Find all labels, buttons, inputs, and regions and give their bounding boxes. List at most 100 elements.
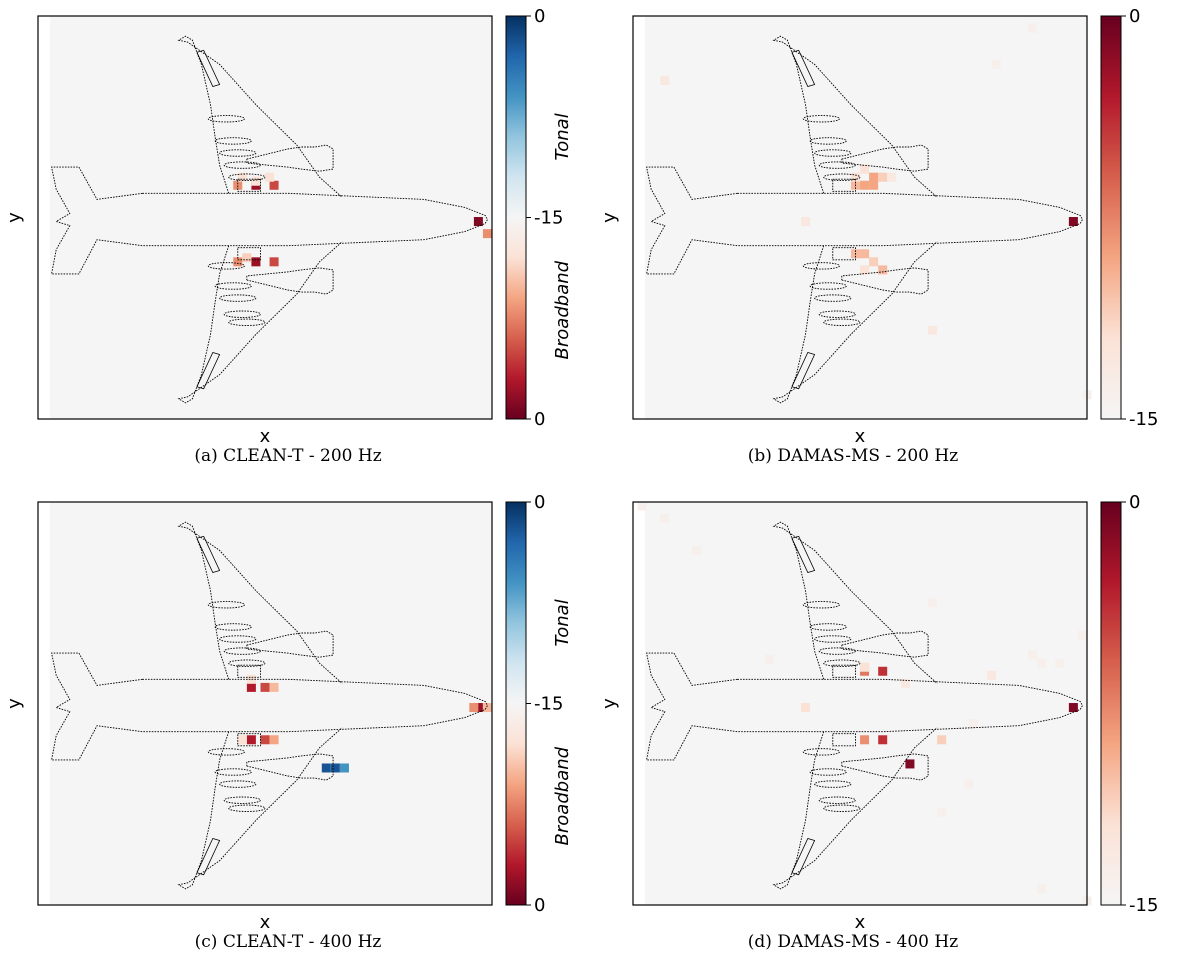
map-background [50,502,492,905]
aircraft-upper-flap-outline [791,49,816,87]
broadband-source-cell [987,670,997,680]
broadband-source-cell [878,265,888,275]
broadband-source-cell [269,180,279,190]
broadband-source-cell [1028,650,1038,660]
broadband-source-cell [887,172,897,182]
broadband-source-cell [869,180,879,190]
broadband-source-cell [1077,630,1087,640]
heatmap-panel-1: x y (a) CLEAN-T - 200 Hz 0 -15 0 Tonal Broadban… [4,6,573,466]
aircraft-flap-fairing-outline [802,115,841,123]
aircraft-landing-gear-outline [237,664,261,678]
panel-caption: (a) CLEAN-T - 200 Hz [194,446,381,466]
aircraft-flap-fairing-outline [228,659,266,667]
broadband-source-cell [237,735,247,745]
broadband-source-cell [260,682,270,692]
aircraft-flap-fairing-outline [228,804,266,812]
colorbar-tick-label: -15 [1129,409,1158,430]
aircraft-flap-fairing-outline [802,748,841,756]
aircraft-flap-fairing-outline [818,647,856,655]
colorbar-lower-label: Broadband [552,746,573,845]
broadband-source-cell [1028,23,1038,33]
aircraft-flap-fairing-outline [223,310,261,318]
broadband-source-cell [860,265,870,275]
aircraft-flap-fairing-outline [809,282,847,290]
aircraft-flap-fairing-outline [823,173,861,181]
aircraft-lower-flap-outline [791,838,816,876]
tonal-source-cell [339,763,349,773]
aircraft-flap-fairing-outline [814,635,852,643]
broadband-source-cell [801,703,811,713]
broadband-source-cell [860,180,870,190]
map-background [50,16,492,419]
broadband-source-cell [878,666,888,676]
broadband-source-cell [937,735,947,745]
broadband-source-cell [1037,884,1047,894]
broadband-source-cell [473,703,483,713]
broadband-source-cell [269,735,279,745]
broadband-source-cell [991,59,1001,69]
aircraft-flap-fairing-outline [219,780,257,788]
tonal-source-cell [330,763,340,773]
broadband-source-cell [878,735,888,745]
aircraft-flap-fairing-outline [823,659,861,667]
broadband-source-cell [1068,703,1078,713]
heatmap-panel-3: x y (c) CLEAN-T - 400 Hz 0 -15 0 Tonal Broadban… [4,492,573,952]
panel-caption: (b) DAMAS-MS - 200 Hz [748,446,958,466]
aircraft-flap-fairing-outline [228,318,266,326]
broadband-source-cell [269,257,279,267]
aircraft-flap-fairing-outline [207,115,246,123]
broadband-source-cell [801,217,811,227]
broadband-source-cell [1068,217,1078,227]
aircraft-flap-fairing-outline [802,601,841,609]
aircraft-fuselage-outline [646,652,1084,761]
aircraft-flap-fairing-outline [207,748,246,756]
plot-frame [632,15,1088,420]
aircraft-lower-flap-outline [196,352,221,390]
colorbar [505,501,527,906]
aircraft-lower-engine-outline [246,267,334,295]
x-axis-label: x [855,912,866,933]
broadband-source-cell [637,501,647,511]
broadband-source-cell [269,682,279,692]
aircraft-flap-fairing-outline [823,804,861,812]
aircraft-flap-fairing-outline [223,647,261,655]
colorbar [1100,15,1122,420]
colorbar-tick-label: -15 [534,694,563,715]
aircraft-flap-fairing-outline [809,768,847,776]
colorbar-upper-label: Tonal [552,599,573,646]
y-axis-label: y [4,698,25,709]
aircraft-fuselage-outline [51,652,489,761]
broadband-source-cell [473,217,483,227]
broadband-source-cell [246,674,256,684]
colorbar [1100,501,1122,906]
colorbar-lower-label: Broadband [552,260,573,359]
aircraft-flap-fairing-outline [814,294,852,302]
y-axis-label: y [4,212,25,223]
aircraft-flap-fairing-outline [228,173,266,181]
broadband-source-cell [860,164,870,174]
aircraft-flap-fairing-outline [219,635,257,643]
colorbar-tick-label: 0 [1129,492,1140,513]
aircraft-flap-fairing-outline [814,149,852,157]
broadband-source-cell [469,703,479,713]
aircraft-fuselage-outline [646,166,1084,275]
broadband-source-cell [233,180,243,190]
broadband-source-cell [242,253,252,263]
aircraft-flap-fairing-outline [207,262,246,270]
aircraft-flap-fairing-outline [823,318,861,326]
aircraft-flap-fairing-outline [818,310,856,318]
x-axis-label: x [855,426,866,447]
aircraft-landing-gear-outline [832,733,856,747]
aircraft-upper-flap-outline [196,535,221,573]
aircraft-lower-engine-outline [246,753,334,781]
colorbar-tick-label: 0 [534,492,545,513]
aircraft-flap-fairing-outline [802,262,841,270]
aircraft-flap-fairing-outline [219,294,257,302]
map-background [645,16,1087,419]
broadband-source-cell [869,257,879,267]
colorbar-tick-label: -15 [1129,895,1158,916]
broadband-source-cell [251,257,261,267]
y-axis-label: y [599,698,620,709]
heatmap-panel-4: x y (d) DAMAS-MS - 400 Hz 0 -15 [599,492,1158,952]
colorbar [505,15,527,420]
